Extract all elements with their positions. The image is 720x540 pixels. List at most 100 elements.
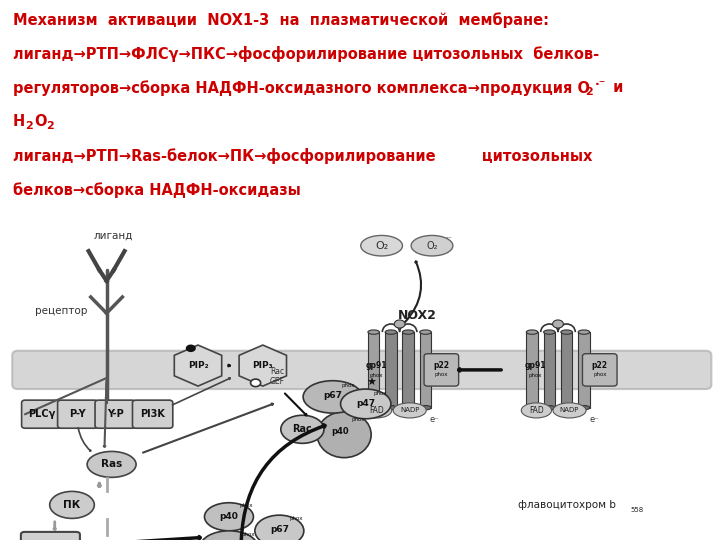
Bar [526,332,538,408]
Text: p22: p22 [592,361,608,369]
Text: Rac
GEF: Rac GEF [270,367,284,386]
Ellipse shape [255,515,304,540]
Text: p47: p47 [356,400,375,408]
Text: phox: phox [528,373,541,378]
Ellipse shape [521,403,552,418]
Text: e⁻: e⁻ [589,415,599,424]
Text: phox: phox [374,390,387,396]
Text: рецептор: рецептор [35,306,87,315]
Ellipse shape [385,406,397,410]
Ellipse shape [402,330,414,334]
Ellipse shape [385,330,397,334]
Text: O₂: O₂ [375,241,388,251]
Ellipse shape [361,403,392,418]
Text: phox: phox [593,372,606,377]
Text: PI3K: PI3K [140,409,165,419]
Text: Rac: Rac [292,424,312,434]
Text: O₂: O₂ [426,241,438,251]
Text: NADP: NADP [400,407,419,414]
Text: лиганд→РТП→Ras-белок→ПК→фосфорилирование         цитозольных: лиганд→РТП→Ras-белок→ПК→фосфорилирование… [13,148,593,164]
Text: Механизм  активации  NOX1-3  на  плазматической  мембране:: Механизм активации NOX1-3 на плазматичес… [13,12,549,28]
Text: лиганд→РТП→ФЛСγ→ПКС→фосфорилирование цитозольных  белков-: лиганд→РТП→ФЛСγ→ПКС→фосфорилирование цит… [13,46,599,62]
Text: phox: phox [435,372,448,377]
Ellipse shape [526,330,538,334]
Ellipse shape [87,451,136,477]
Text: 2: 2 [46,121,54,131]
Text: NADP: NADP [560,407,579,414]
Text: p22: p22 [433,361,449,369]
Text: лиганд: лиганд [94,231,133,241]
Bar [385,332,397,408]
Ellipse shape [317,411,372,458]
Text: p67: p67 [323,391,342,400]
Text: регуляторов→сборка НАДФН-оксидазного комплекса→продукция O: регуляторов→сборка НАДФН-оксидазного ком… [13,80,590,96]
Bar [368,332,379,408]
Text: phox: phox [352,417,365,422]
Text: P-Y: P-Y [69,409,86,419]
FancyBboxPatch shape [424,354,459,386]
Ellipse shape [281,415,324,443]
Text: gp91: gp91 [524,361,546,370]
Ellipse shape [368,330,379,334]
Bar [420,332,431,408]
FancyBboxPatch shape [582,354,617,386]
Ellipse shape [553,403,586,418]
Ellipse shape [420,406,431,410]
Ellipse shape [186,345,196,352]
Bar [402,332,414,408]
Ellipse shape [561,330,572,334]
Ellipse shape [200,531,258,540]
Ellipse shape [420,330,431,334]
Text: phox: phox [342,382,355,388]
Text: p40: p40 [220,512,238,521]
Text: NOX2: NOX2 [398,309,437,322]
Bar [544,332,555,408]
Text: H: H [13,114,25,129]
Bar [578,332,590,408]
FancyBboxPatch shape [58,400,98,428]
Ellipse shape [561,406,572,410]
Text: 2: 2 [585,87,593,97]
Text: phox: phox [242,532,255,537]
Text: ·⁻: ·⁻ [595,78,606,91]
Ellipse shape [578,406,590,410]
Text: O: O [34,114,46,129]
Ellipse shape [553,320,563,328]
Text: p67: p67 [270,525,289,534]
Bar [561,332,572,408]
Text: ПК: ПК [63,500,81,510]
Text: 558: 558 [630,507,643,514]
Text: PIP₃: PIP₃ [253,361,273,370]
Text: Ras: Ras [101,460,122,469]
Text: FAD: FAD [529,406,544,415]
Ellipse shape [341,389,391,419]
FancyBboxPatch shape [22,400,62,428]
FancyBboxPatch shape [132,400,173,428]
Text: FAD: FAD [369,406,384,415]
Text: gp91: gp91 [366,361,387,370]
Text: PLCγ: PLCγ [28,409,55,419]
Text: phox: phox [240,503,253,509]
Text: и: и [608,80,624,95]
Text: белков→сборка НАДФН-оксидазы: белков→сборка НАДФН-оксидазы [13,182,301,198]
FancyBboxPatch shape [12,351,711,389]
Ellipse shape [544,406,555,410]
Ellipse shape [303,381,362,413]
Text: e⁻: e⁻ [429,415,439,424]
Text: Y-P: Y-P [107,409,124,419]
Text: ★: ★ [366,379,376,388]
Text: p40: p40 [332,428,349,436]
Text: 2: 2 [25,121,33,131]
Ellipse shape [251,379,261,387]
Ellipse shape [204,503,253,531]
Text: PIP₂: PIP₂ [188,361,208,370]
Ellipse shape [544,330,555,334]
Ellipse shape [526,406,538,410]
Text: ·⁻: ·⁻ [445,234,452,242]
Text: phox: phox [370,373,383,378]
Ellipse shape [50,491,94,518]
Ellipse shape [411,235,453,256]
FancyBboxPatch shape [21,532,80,540]
Ellipse shape [368,406,379,410]
Text: флавоцитохром b: флавоцитохром b [518,500,616,510]
